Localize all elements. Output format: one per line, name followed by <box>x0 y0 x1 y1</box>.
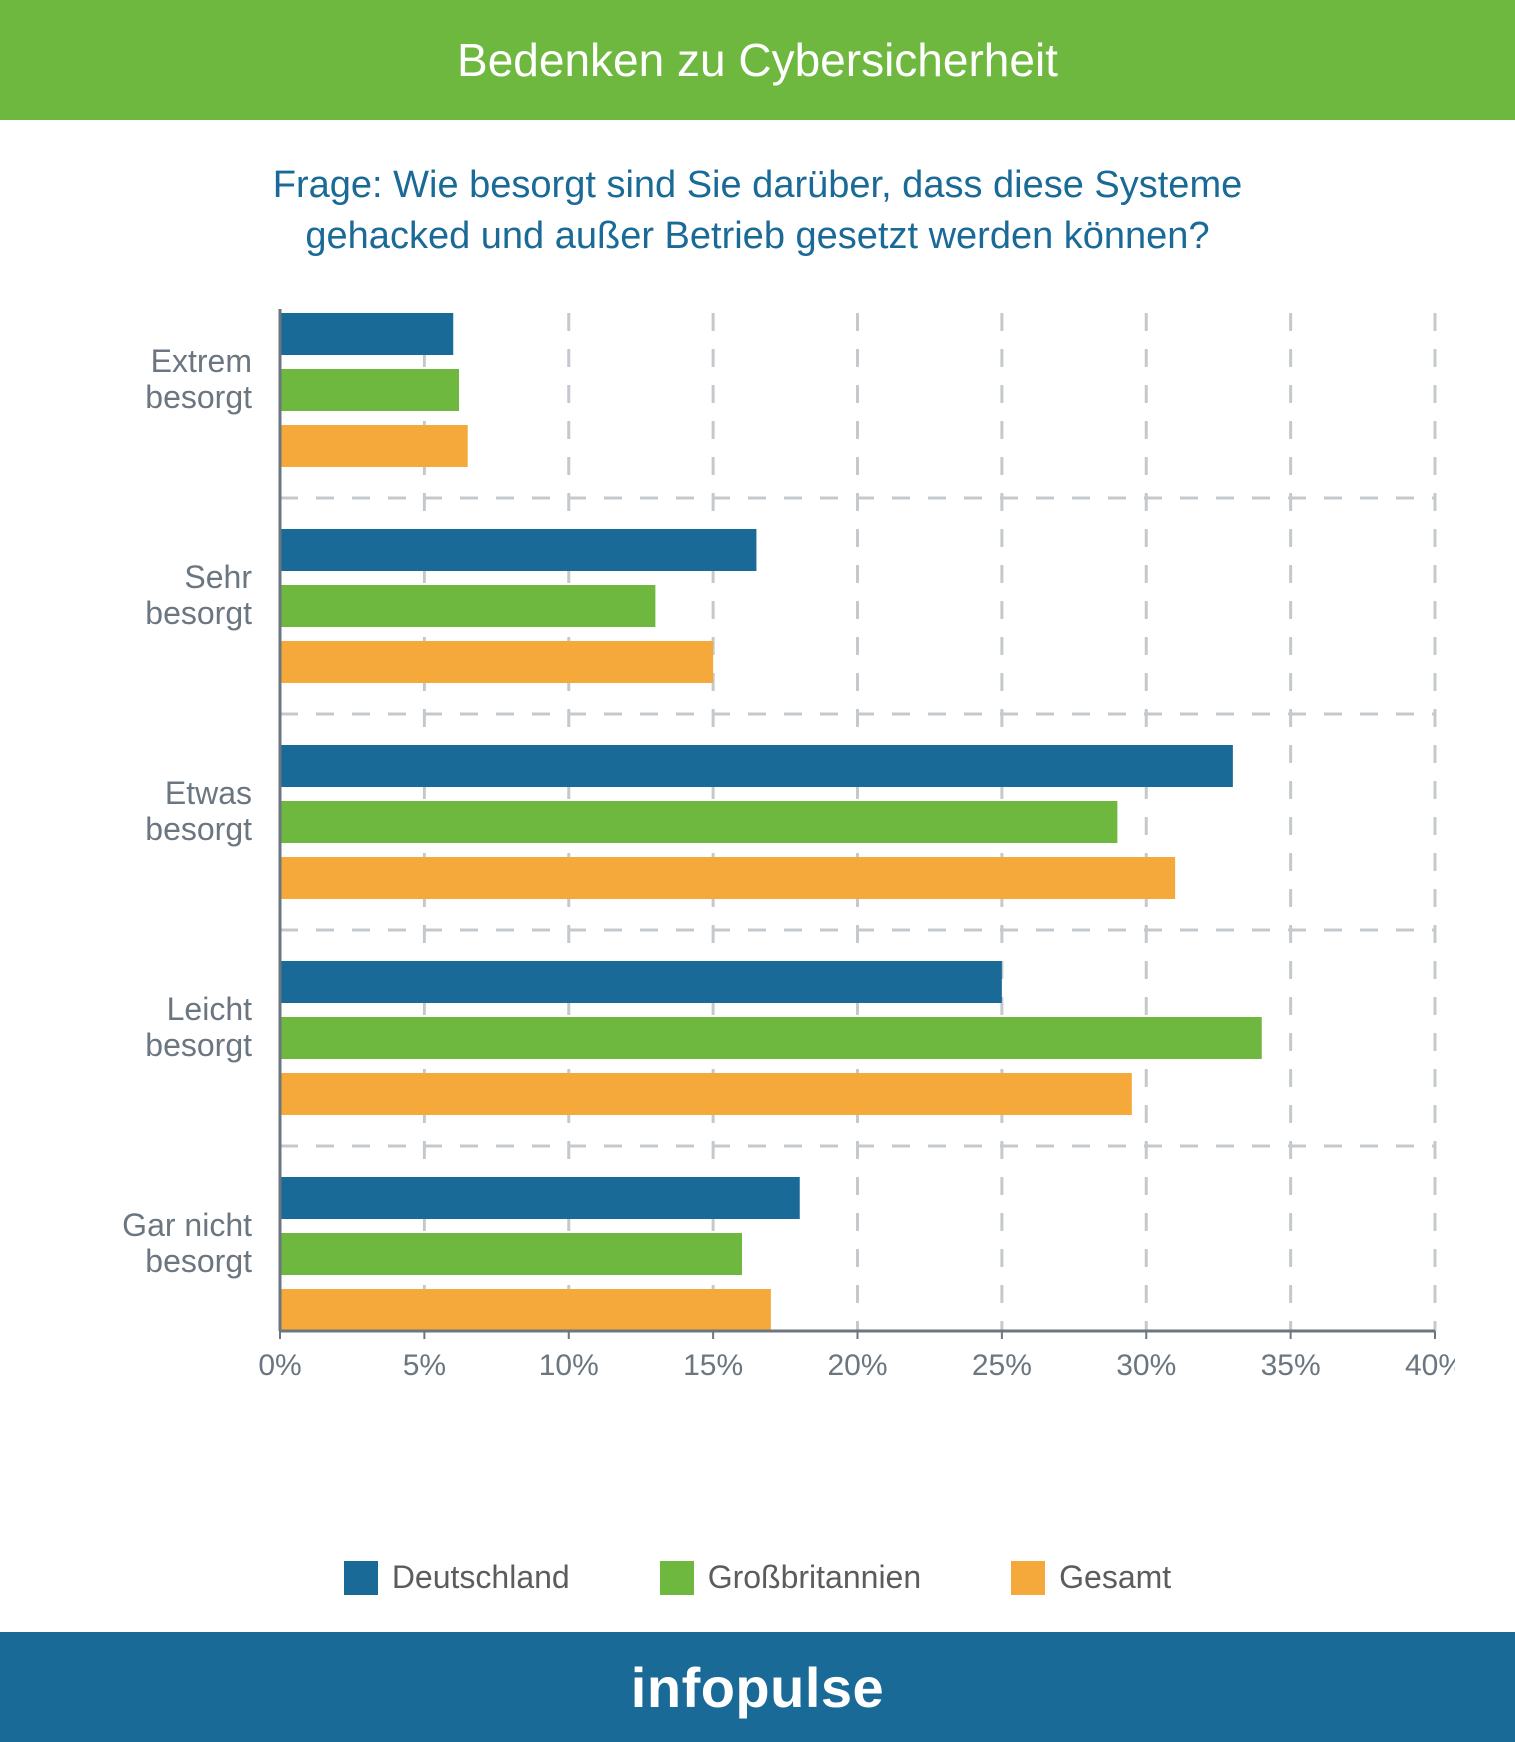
bar <box>280 529 756 571</box>
bar-chart: Extrembesorgt Sehrbesorgt Etwasbesorgt Leic… <box>60 303 1455 1531</box>
bar <box>280 369 459 411</box>
bar <box>280 857 1175 899</box>
bar <box>280 1233 742 1275</box>
bar <box>280 745 1233 787</box>
legend-label: Gesamt <box>1059 1559 1171 1596</box>
x-tick-label: 15% <box>683 1349 743 1382</box>
bar <box>280 1177 800 1219</box>
bar <box>280 313 453 355</box>
x-tick-label: 25% <box>972 1349 1032 1382</box>
infographic-root: Bedenken zu Cybersicherheit Frage: Wie b… <box>0 0 1515 1742</box>
x-tick-label: 35% <box>1261 1349 1321 1382</box>
category-label: Gar nichtbesorgt <box>122 1207 252 1279</box>
bar <box>280 1289 771 1331</box>
x-tick-label: 5% <box>403 1349 446 1382</box>
x-tick-label: 20% <box>827 1349 887 1382</box>
content-area: Frage: Wie besorgt sind Sie darüber, das… <box>0 120 1515 1632</box>
x-tick-label: 0% <box>258 1349 301 1382</box>
bar <box>280 1017 1262 1059</box>
footer-band: infopulse <box>0 1632 1515 1742</box>
legend-item: Gesamt <box>1011 1559 1171 1596</box>
chart-legend: Deutschland Großbritannien Gesamt <box>60 1531 1455 1632</box>
legend-swatch <box>344 1561 378 1595</box>
bar <box>280 425 468 467</box>
bar <box>280 801 1117 843</box>
legend-swatch <box>660 1561 694 1595</box>
survey-question: Frage: Wie besorgt sind Sie darüber, das… <box>273 160 1242 263</box>
x-tick-label: 40% <box>1405 1349 1455 1382</box>
bar <box>280 641 713 683</box>
legend-item: Deutschland <box>344 1559 570 1596</box>
category-label: Leichtbesorgt <box>145 991 252 1063</box>
chart-container: Extrembesorgt Sehrbesorgt Etwasbesorgt Leic… <box>60 303 1455 1531</box>
legend-item: Großbritannien <box>660 1559 921 1596</box>
bar <box>280 1073 1132 1115</box>
legend-swatch <box>1011 1561 1045 1595</box>
x-tick-label: 10% <box>539 1349 599 1382</box>
header-band: Bedenken zu Cybersicherheit <box>0 0 1515 120</box>
bar <box>280 961 1002 1003</box>
header-title: Bedenken zu Cybersicherheit <box>457 33 1058 87</box>
legend-label: Großbritannien <box>708 1559 921 1596</box>
category-label: Sehrbesorgt <box>145 559 252 631</box>
brand-logo: infopulse <box>631 1655 884 1720</box>
category-label: Extrembesorgt <box>145 343 252 415</box>
legend-label: Deutschland <box>392 1559 570 1596</box>
bar <box>280 585 655 627</box>
category-label: Etwasbesorgt <box>145 775 252 847</box>
x-tick-label: 30% <box>1116 1349 1176 1382</box>
